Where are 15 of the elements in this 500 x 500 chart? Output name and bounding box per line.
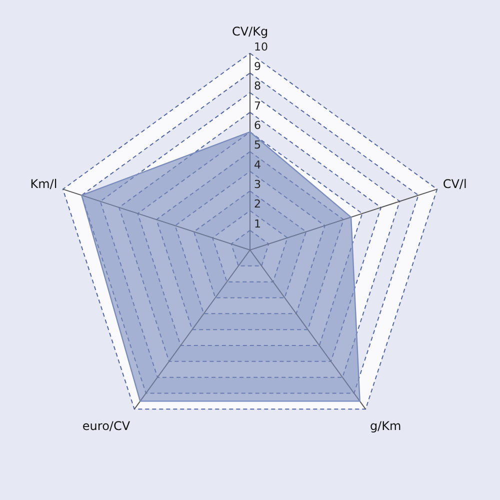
y-tick-label: 4 — [254, 158, 261, 172]
spoke-label: euro/CV — [82, 419, 131, 434]
spoke-label: g/Km — [370, 419, 402, 434]
y-tick-label: 6 — [254, 118, 261, 132]
y-tick-label: 7 — [254, 99, 261, 112]
spoke-label: Km/l — [30, 177, 58, 192]
spoke-label: CV/Kg — [232, 24, 268, 39]
spoke-label: CV/l — [442, 177, 467, 192]
y-tick-label: 9 — [254, 60, 261, 73]
y-tick-label: 2 — [254, 198, 261, 211]
y-tick-label: 3 — [254, 178, 261, 191]
y-tick-label: 1 — [254, 217, 261, 230]
y-tick-label: 10 — [254, 40, 268, 54]
y-tick-label: 8 — [254, 80, 261, 93]
y-tick-label: 5 — [254, 138, 261, 152]
